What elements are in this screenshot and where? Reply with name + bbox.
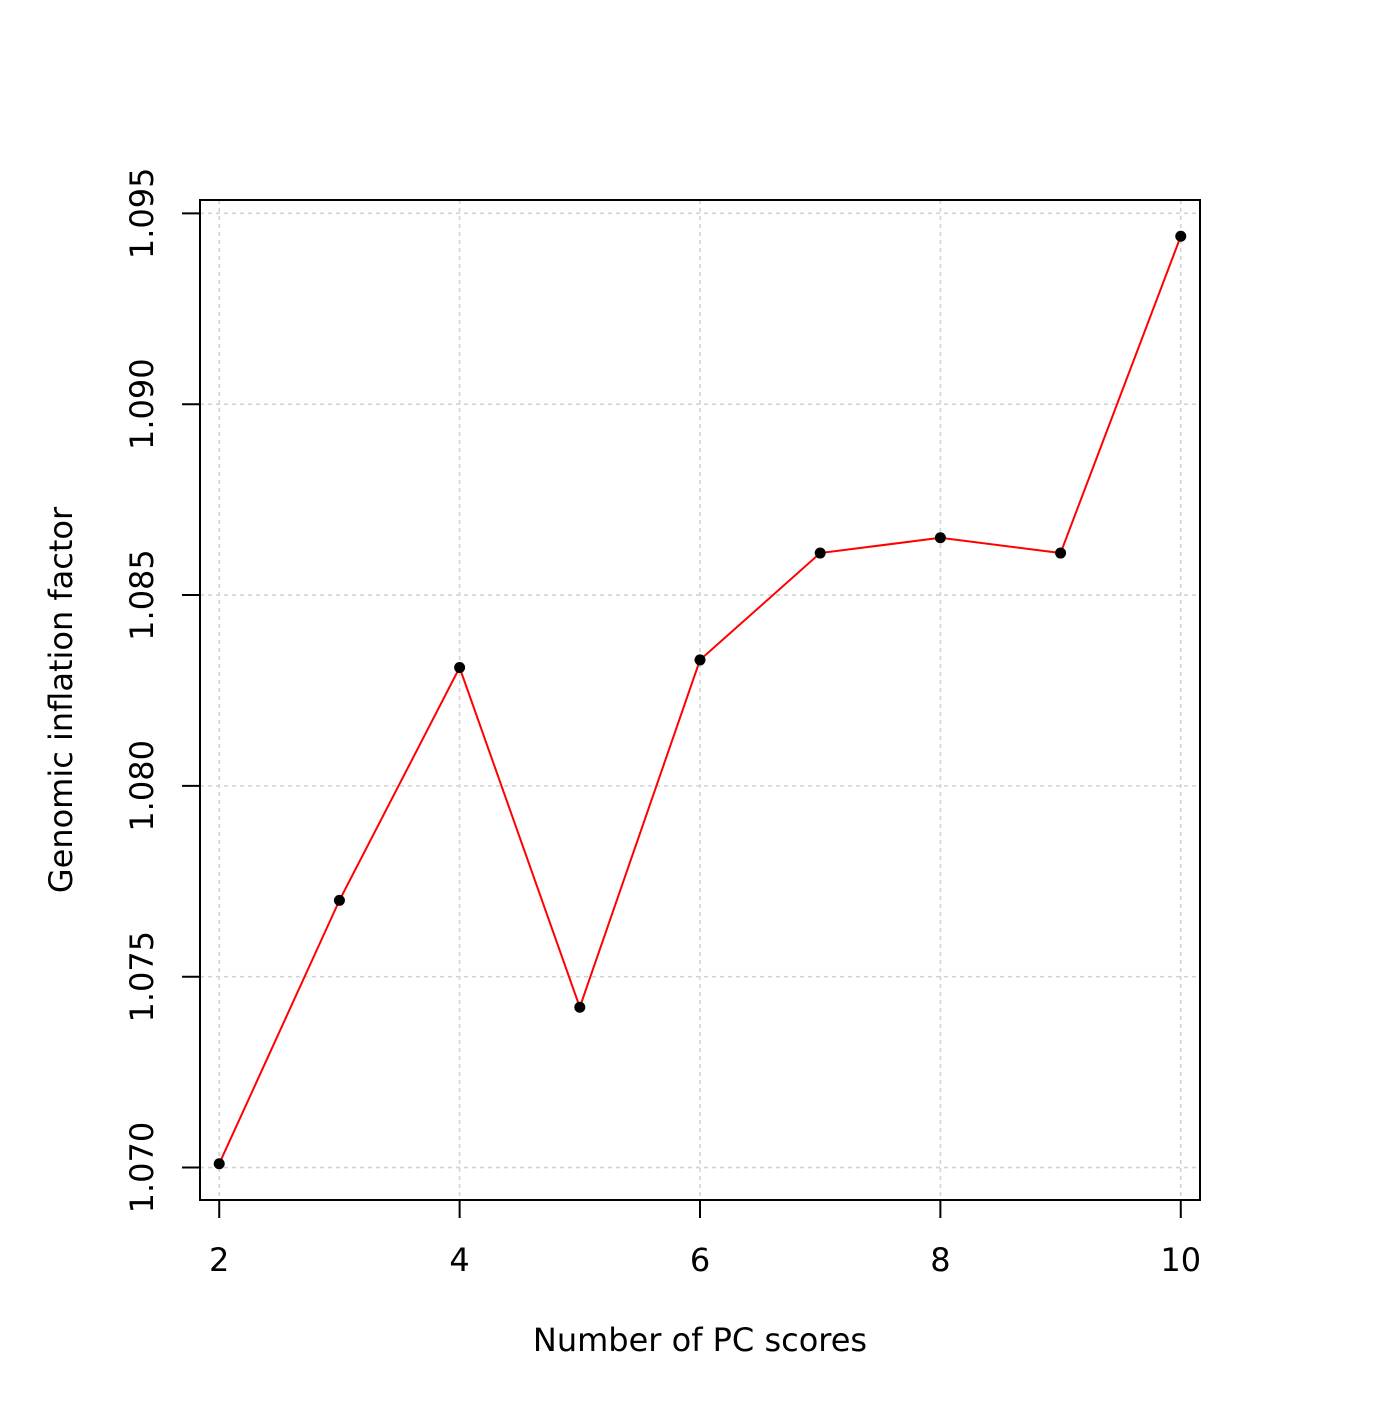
data-point	[454, 662, 466, 674]
x-tick-label: 6	[690, 1241, 710, 1279]
y-tick-label: 1.090	[123, 358, 161, 450]
data-point	[1055, 547, 1067, 559]
data-point	[574, 1001, 586, 1013]
data-point	[694, 654, 706, 666]
x-axis: 2 4 6 8 10	[209, 1200, 1201, 1279]
x-tick-label: 2	[209, 1241, 229, 1279]
y-tick-label: 1.070	[123, 1122, 161, 1214]
x-tick-label: 8	[930, 1241, 950, 1279]
y-tick-label: 1.080	[123, 740, 161, 832]
y-axis: 1.070 1.075 1.080 1.085 1.090 1.095	[123, 168, 200, 1214]
x-tick-label: 4	[449, 1241, 469, 1279]
x-tick-label: 10	[1160, 1241, 1201, 1279]
data-point	[213, 1158, 225, 1170]
data-point	[333, 894, 345, 906]
data-point	[814, 547, 826, 559]
data-point	[934, 532, 946, 544]
x-axis-label: Number of PC scores	[533, 1321, 867, 1359]
grid	[200, 200, 1200, 1200]
y-tick-label: 1.075	[123, 931, 161, 1023]
data-points	[213, 230, 1187, 1170]
y-axis-label: Genomic inflation factor	[42, 506, 80, 893]
y-tick-label: 1.095	[123, 168, 161, 260]
y-tick-label: 1.085	[123, 549, 161, 641]
data-point	[1175, 230, 1187, 242]
